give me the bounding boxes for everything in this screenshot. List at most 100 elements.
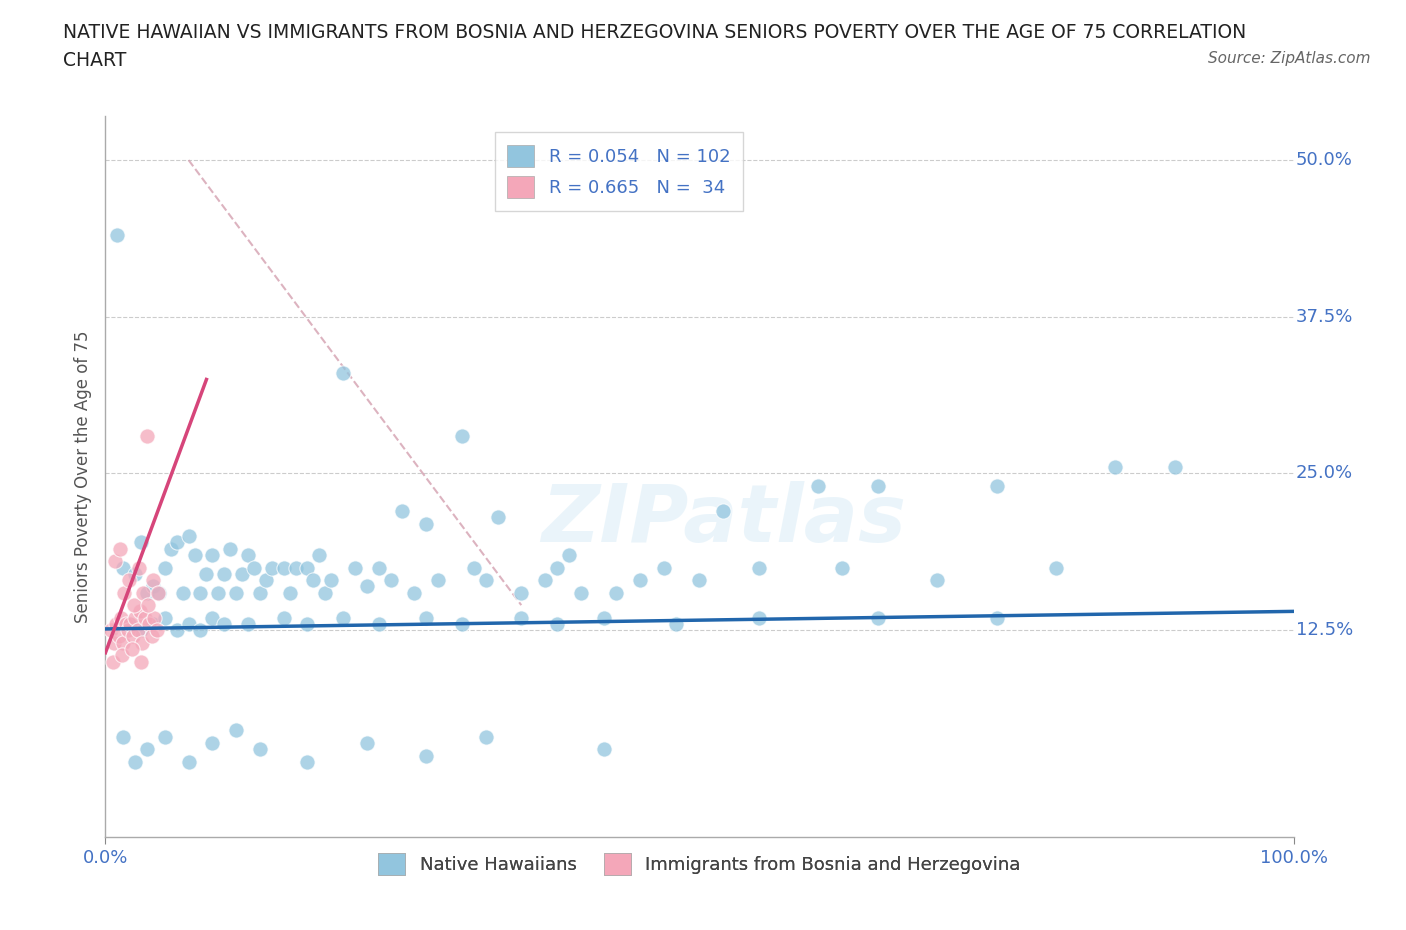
- Point: [297, 754, 319, 769]
- Point: [177, 617, 200, 631]
- Point: [231, 566, 253, 581]
- Point: [510, 610, 533, 625]
- Point: [225, 585, 247, 600]
- Point: [450, 429, 472, 444]
- Point: [105, 228, 128, 243]
- Point: [201, 548, 224, 563]
- Point: [558, 548, 581, 563]
- Point: [166, 623, 188, 638]
- Point: [201, 736, 224, 751]
- Point: [249, 585, 271, 600]
- Point: [136, 585, 159, 600]
- Point: [131, 635, 153, 650]
- Point: [236, 617, 259, 631]
- Point: [415, 748, 437, 763]
- Point: [190, 623, 212, 638]
- Point: [153, 729, 176, 744]
- Point: [105, 617, 128, 631]
- Point: [474, 729, 496, 744]
- Point: [112, 560, 135, 575]
- Point: [866, 610, 889, 625]
- Point: [321, 573, 343, 588]
- Point: [284, 560, 307, 575]
- Point: [297, 560, 319, 575]
- Point: [195, 566, 218, 581]
- Point: [132, 585, 155, 600]
- Point: [153, 610, 176, 625]
- Y-axis label: Seniors Poverty Over the Age of 75: Seniors Poverty Over the Age of 75: [73, 330, 91, 623]
- Point: [129, 535, 152, 550]
- Point: [356, 736, 378, 751]
- Point: [108, 541, 131, 556]
- Point: [450, 617, 472, 631]
- Point: [142, 573, 165, 588]
- Point: [314, 585, 336, 600]
- Point: [748, 610, 770, 625]
- Point: [214, 566, 236, 581]
- Text: Source: ZipAtlas.com: Source: ZipAtlas.com: [1208, 51, 1371, 66]
- Point: [183, 548, 205, 563]
- Point: [207, 585, 229, 600]
- Point: [866, 479, 889, 494]
- Point: [114, 617, 136, 631]
- Point: [652, 560, 675, 575]
- Point: [128, 560, 150, 575]
- Point: [118, 573, 141, 588]
- Point: [332, 365, 354, 380]
- Point: [138, 617, 160, 631]
- Point: [121, 642, 143, 657]
- Point: [278, 585, 301, 600]
- Point: [254, 573, 277, 588]
- Point: [141, 629, 163, 644]
- Point: [463, 560, 485, 575]
- Point: [260, 560, 283, 575]
- Point: [302, 573, 325, 588]
- Point: [332, 610, 354, 625]
- Point: [367, 560, 389, 575]
- Point: [143, 610, 166, 625]
- Point: [136, 429, 159, 444]
- Point: [249, 742, 271, 757]
- Point: [172, 585, 194, 600]
- Point: [474, 573, 496, 588]
- Point: [177, 754, 200, 769]
- Point: [534, 573, 557, 588]
- Point: [236, 548, 259, 563]
- Text: 12.5%: 12.5%: [1296, 621, 1353, 639]
- Point: [807, 479, 830, 494]
- Point: [111, 648, 134, 663]
- Point: [925, 573, 948, 588]
- Point: [153, 560, 176, 575]
- Point: [510, 585, 533, 600]
- Point: [136, 742, 159, 757]
- Point: [129, 654, 152, 669]
- Point: [120, 617, 142, 631]
- Point: [486, 510, 509, 525]
- Point: [114, 585, 136, 600]
- Point: [546, 617, 568, 631]
- Point: [986, 610, 1008, 625]
- Point: [112, 635, 135, 650]
- Point: [134, 610, 156, 625]
- Point: [273, 560, 295, 575]
- Point: [415, 516, 437, 531]
- Point: [146, 585, 169, 600]
- Point: [225, 723, 247, 737]
- Point: [380, 573, 402, 588]
- Point: [118, 617, 141, 631]
- Point: [546, 560, 568, 575]
- Point: [129, 623, 152, 638]
- Point: [986, 479, 1008, 494]
- Legend: Native Hawaiians, Immigrants from Bosnia and Herzegovina: Native Hawaiians, Immigrants from Bosnia…: [371, 845, 1028, 882]
- Point: [343, 560, 366, 575]
- Point: [593, 742, 616, 757]
- Point: [415, 610, 437, 625]
- Point: [166, 535, 188, 550]
- Point: [177, 529, 200, 544]
- Point: [100, 623, 122, 638]
- Point: [569, 585, 592, 600]
- Point: [124, 610, 146, 625]
- Point: [136, 598, 159, 613]
- Point: [605, 585, 627, 600]
- Point: [145, 623, 167, 638]
